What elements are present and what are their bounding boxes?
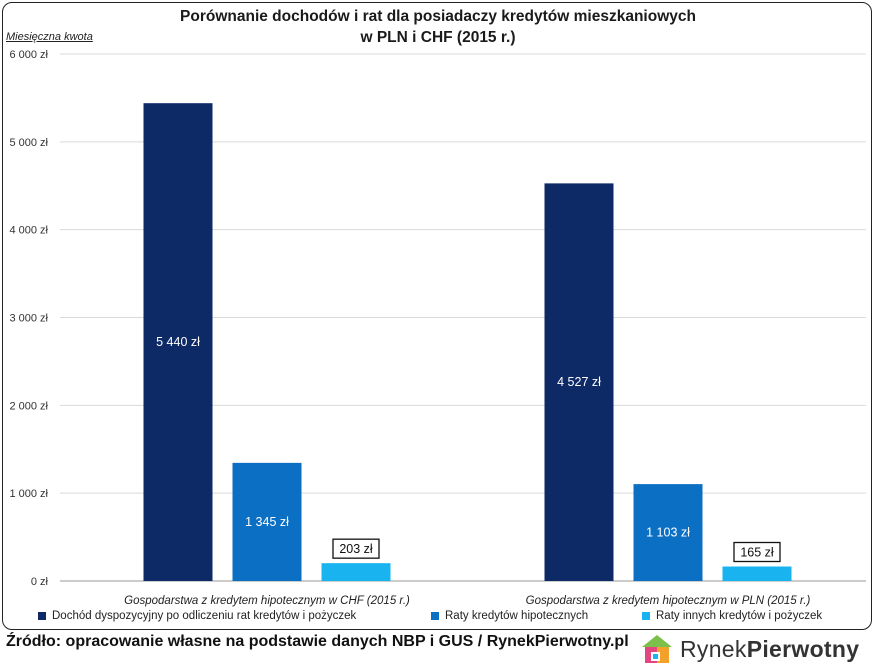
data-label: 1 103 zł: [646, 526, 690, 540]
y-tick-label: 4 000 zł: [9, 225, 48, 237]
bar: [143, 103, 213, 581]
y-tick-label: 1 000 zł: [9, 488, 48, 500]
x-category-label: Gospodarstwa z kredytem hipotecznym w PL…: [526, 595, 811, 607]
legend-label: Dochód dyspozycyjny po odliczeniu rat kr…: [52, 610, 357, 622]
y-tick-label: 2 000 zł: [9, 400, 48, 412]
legend-label: Raty kredytów hipotecznych: [445, 610, 589, 622]
legend-item: Dochód dyspozycyjny po odliczeniu rat kr…: [38, 610, 356, 622]
y-tick-label: 3 000 zł: [9, 313, 48, 325]
legend-swatch: [38, 612, 46, 620]
data-label-box: [332, 538, 380, 559]
data-label-box: [733, 541, 781, 563]
logo-text: RynekPierwotny: [680, 636, 859, 663]
data-label: 165 zł: [740, 546, 774, 560]
chart-subtitle: w PLN i CHF (2015 r.): [360, 29, 516, 46]
data-label: 203 zł: [339, 542, 373, 556]
legend-item: Raty kredytów hipotecznych: [431, 610, 588, 622]
legend-label: Raty innych kredytów i pożyczek: [656, 610, 823, 622]
y-axis-label: Miesięczna kwota: [6, 31, 93, 43]
y-tick-label: 0 zł: [31, 576, 49, 588]
logo-text-pierwotny: Pierwotny: [746, 635, 860, 662]
chart-title: Porównanie dochodów i rat dla posiadaczy…: [180, 8, 696, 25]
y-tick-label: 5 000 zł: [9, 137, 48, 149]
bar-chart: 0 zł 1 000 zł 2 000 zł 3 000 zł 4 000 zł 5 00…: [9, 49, 866, 607]
logo: RynekPierwotny: [640, 632, 859, 666]
bar: [633, 484, 703, 581]
data-label: 5 440 zł: [156, 335, 200, 349]
house-logo-icon: [642, 635, 672, 663]
x-category-label: Gospodarstwa z kredytem hipotecznym w CH…: [124, 595, 410, 607]
bar: [321, 563, 391, 581]
logo-text-rynek: Rynek: [680, 635, 747, 662]
source-note: Źródło: opracowanie własne na podstawie …: [6, 633, 629, 650]
y-tick-label: 6 000 zł: [9, 49, 48, 61]
legend-item: Raty innych kredytów i pożyczek: [642, 610, 822, 622]
bar: [722, 566, 792, 581]
bar: [544, 183, 614, 582]
data-label: 4 527 zł: [557, 375, 601, 389]
bar: [232, 462, 302, 581]
legend-swatch: [642, 612, 650, 620]
legend-swatch: [431, 612, 439, 620]
data-label: 1 345 zł: [245, 515, 289, 529]
